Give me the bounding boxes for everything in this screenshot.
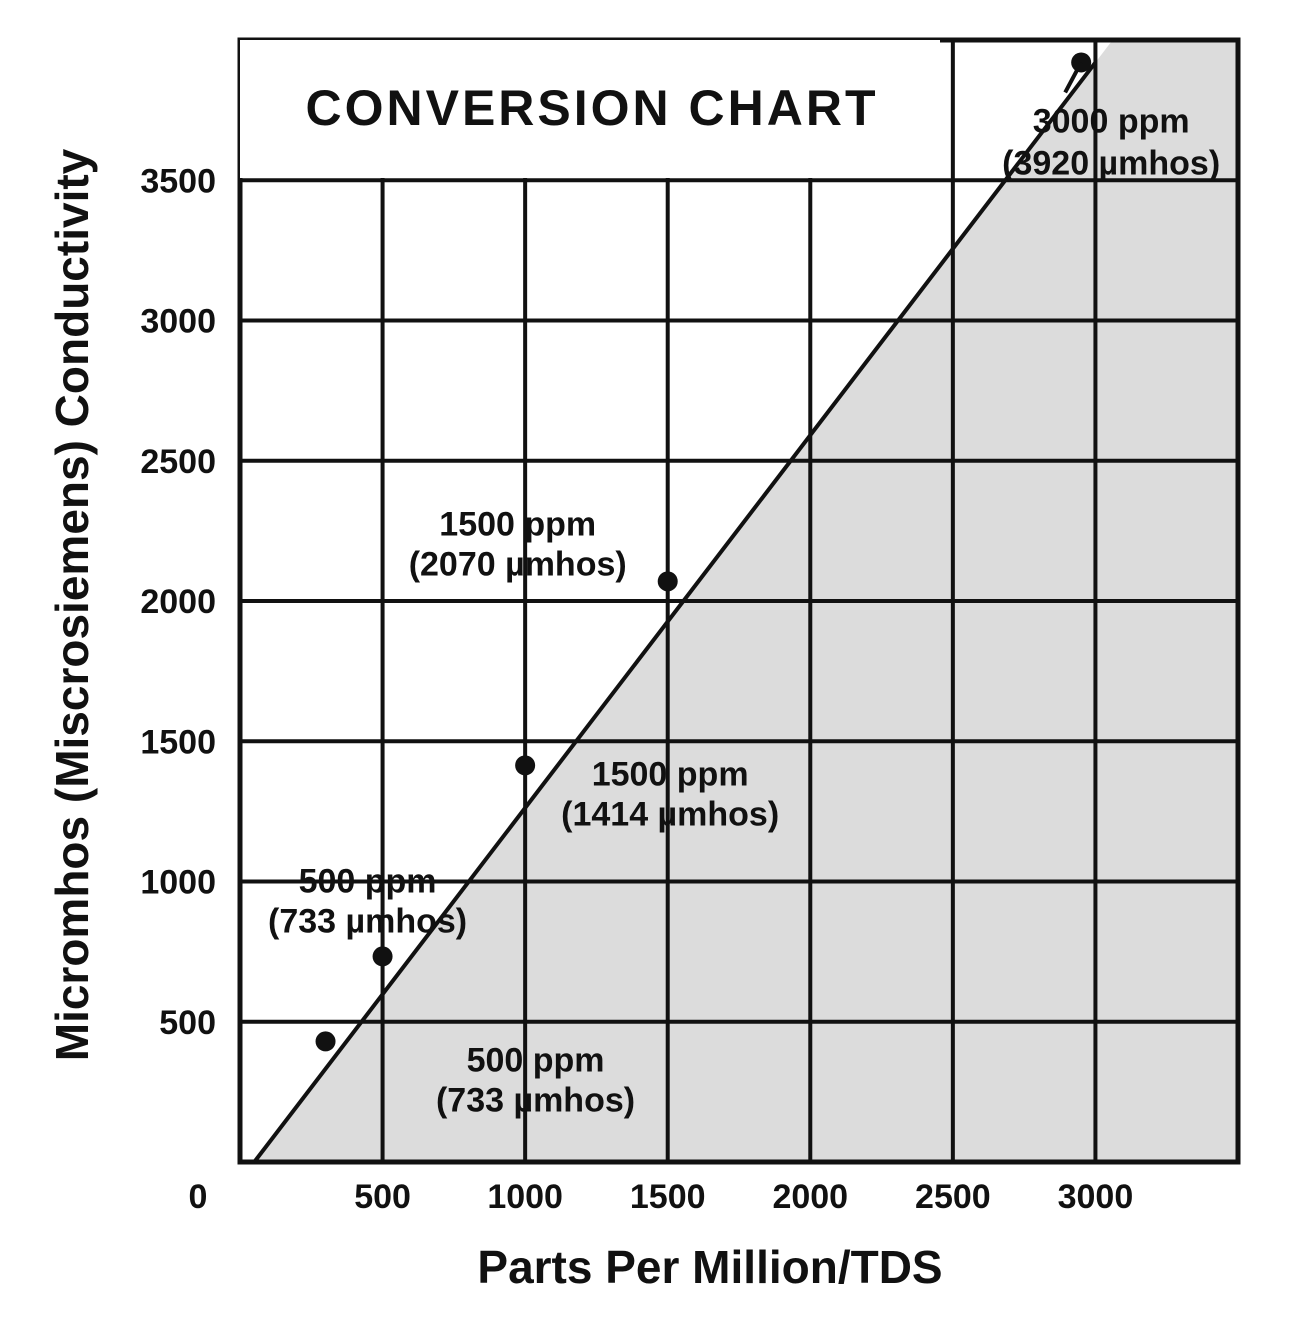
annotation-umhos: (2070 µmhos) <box>409 545 627 583</box>
annotation-umhos: (733 µmhos) <box>436 1081 635 1119</box>
x-tick-label: 1000 <box>487 1178 563 1216</box>
y-tick-label: 3000 <box>140 303 216 341</box>
x-tick-label: 1500 <box>630 1178 706 1216</box>
chart-title: CONVERSION CHART <box>305 80 878 136</box>
x-axis-label: Parts Per Million/TDS <box>477 1241 942 1293</box>
x-tick-label: 2000 <box>772 1178 848 1216</box>
x-tick-label: 3000 <box>1058 1178 1134 1216</box>
annotations-layer: 3000 ppm(3920 µmhos)1500 ppm(2070 µmhos)… <box>268 61 1220 1119</box>
data-point <box>515 755 536 776</box>
y-tick-label: 1500 <box>140 723 216 761</box>
data-point <box>372 946 393 967</box>
annotation-umhos: (1414 µmhos) <box>561 795 779 833</box>
annotation-leader <box>1063 61 1083 94</box>
y-tick-label: 3500 <box>140 162 216 200</box>
y-tick-label: 500 <box>159 1004 216 1042</box>
y-axis-label: Micromhos (Miscrosiemens) Conductivity <box>46 148 98 1061</box>
conversion-line <box>252 61 1098 1164</box>
annotation-ppm: 1500 ppm <box>592 755 749 793</box>
annotation-ppm: 3000 ppm <box>1033 102 1190 140</box>
x-tick-label: 0 <box>189 1178 208 1216</box>
annotation-umhos: (3920 µmhos) <box>1002 144 1220 182</box>
y-tick-label: 1000 <box>140 864 216 902</box>
ticks-layer: 0 500 1000 1500 2000 2500 3000 500 1000 1500 2000 2… <box>140 162 1133 1216</box>
data-point <box>315 1031 336 1052</box>
annotation-ppm: 1500 ppm <box>439 505 596 543</box>
annotation-ppm: 500 ppm <box>299 862 437 900</box>
annotation-ppm: 500 ppm <box>467 1041 605 1079</box>
title-box <box>240 40 940 178</box>
y-tick-label: 2000 <box>140 583 216 621</box>
data-point <box>657 571 678 592</box>
series-layer <box>252 61 1098 1164</box>
annotation-umhos: (733 µmhos) <box>268 902 467 940</box>
x-tick-label: 500 <box>354 1178 411 1216</box>
x-tick-label: 2500 <box>915 1178 991 1216</box>
y-tick-label: 2500 <box>140 443 216 481</box>
